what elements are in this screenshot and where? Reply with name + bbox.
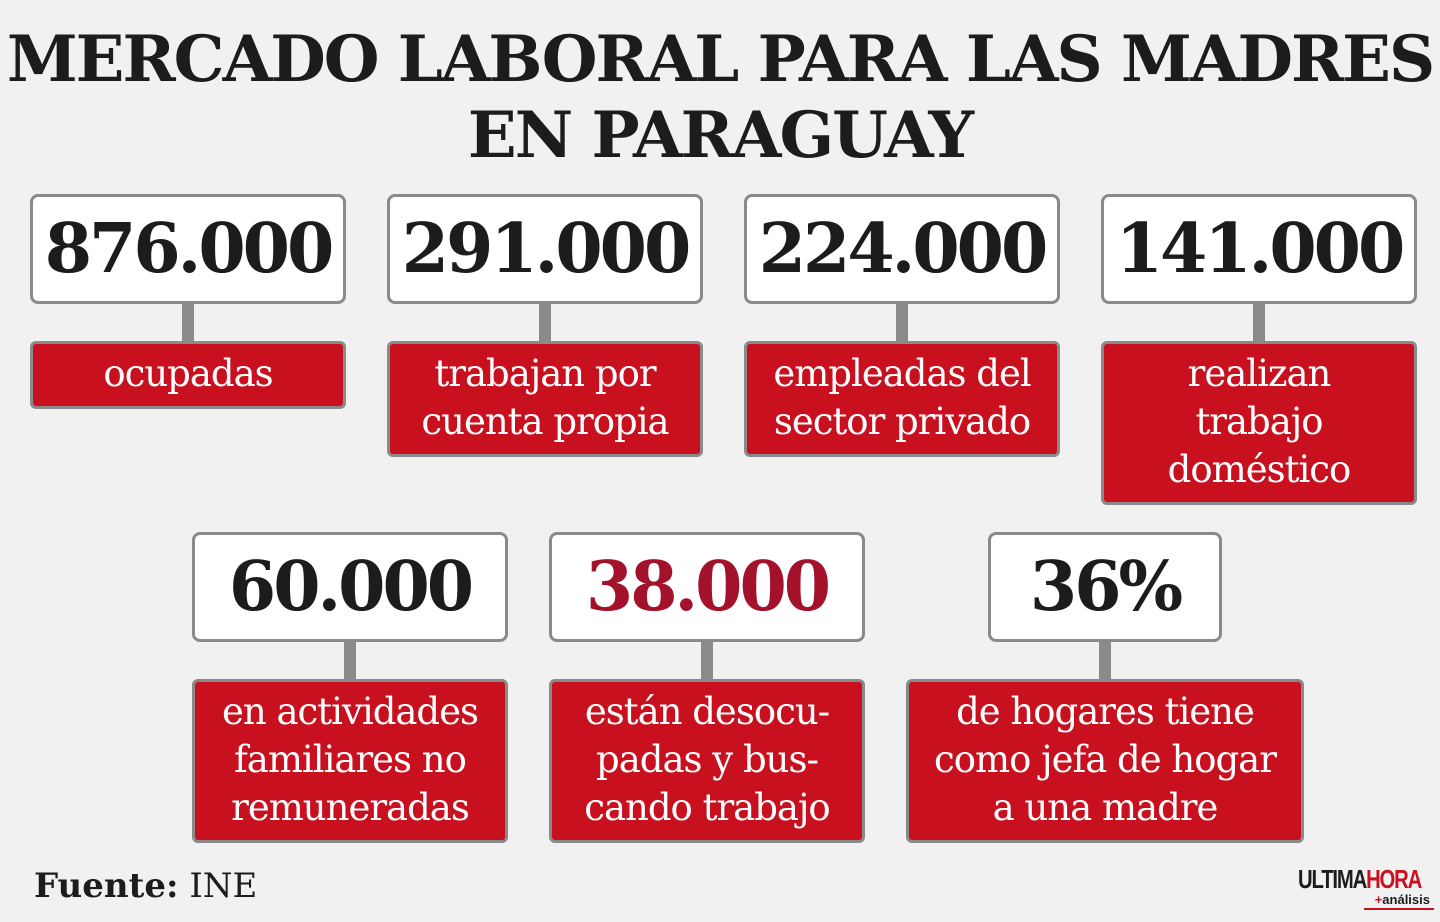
page-title: MERCADO LABORAL PARA LAS MADRES EN PARAG… <box>0 22 1440 174</box>
source-prefix: Fuente: <box>34 866 179 906</box>
connector-line <box>1099 640 1111 682</box>
stat-label-line: cando trabajo <box>584 786 830 829</box>
logo-subtitle: +análisis <box>1374 892 1430 907</box>
source-name: INE <box>189 866 258 906</box>
stat-value: 224.000 <box>744 194 1060 304</box>
connector-line <box>1253 302 1265 344</box>
connector-line <box>896 302 908 344</box>
stat-label-line: familiares no <box>234 738 467 781</box>
stat-value: 38.000 <box>549 532 865 642</box>
stat-label-line: ocupadas <box>103 352 273 395</box>
stat-label-line: están desocu- <box>584 690 830 733</box>
stat-label: ocupadas <box>30 341 346 409</box>
stat-value: 141.000 <box>1101 194 1417 304</box>
title-line-1: MERCADO LABORAL PARA LAS MADRES <box>6 22 1435 97</box>
logo-underline <box>1364 908 1434 910</box>
stat-label-line: doméstico <box>1167 448 1352 491</box>
stat-label-line: cuenta propia <box>421 400 669 443</box>
source-credit: Fuente: INE <box>34 866 257 906</box>
connector-line <box>701 640 713 682</box>
stat-label-line: trabajo <box>1195 400 1323 443</box>
logo-wordmark: ULTIMAHORA <box>1298 864 1422 894</box>
stat-value: 60.000 <box>192 532 508 642</box>
stat-label-line: empleadas del <box>773 352 1031 395</box>
stat-value: 291.000 <box>387 194 703 304</box>
stat-label-line: a una madre <box>992 786 1219 829</box>
stat-value: 36% <box>988 532 1222 642</box>
stat-value: 876.000 <box>30 194 346 304</box>
stat-label-line: trabajan por <box>434 352 656 395</box>
stat-label: empleadas del sector privado <box>744 341 1060 457</box>
stat-label: están desocu- padas y bus- cando trabajo <box>549 679 865 843</box>
stat-label-line: padas y bus- <box>596 738 819 781</box>
stat-label-line: de hogares tiene <box>956 690 1255 733</box>
connector-line <box>182 302 194 344</box>
stat-label-line: sector privado <box>773 400 1031 443</box>
stat-label-line: realizan <box>1187 352 1332 395</box>
connector-line <box>344 640 356 682</box>
connector-line <box>539 302 551 344</box>
stat-label: realizan trabajo doméstico <box>1101 341 1417 505</box>
ultimahora-logo: ULTIMAHORA +análisis <box>1298 864 1434 914</box>
stat-label-line: como jefa de hogar <box>934 738 1277 781</box>
stat-label-line: en actividades <box>221 690 479 733</box>
stat-label: en actividades familiares no remuneradas <box>192 679 508 843</box>
stat-label: trabajan por cuenta propia <box>387 341 703 457</box>
title-line-2: EN PARAGUAY <box>467 98 974 173</box>
stat-label: de hogares tiene como jefa de hogar a un… <box>906 679 1304 843</box>
stat-label-line: remuneradas <box>231 786 470 829</box>
